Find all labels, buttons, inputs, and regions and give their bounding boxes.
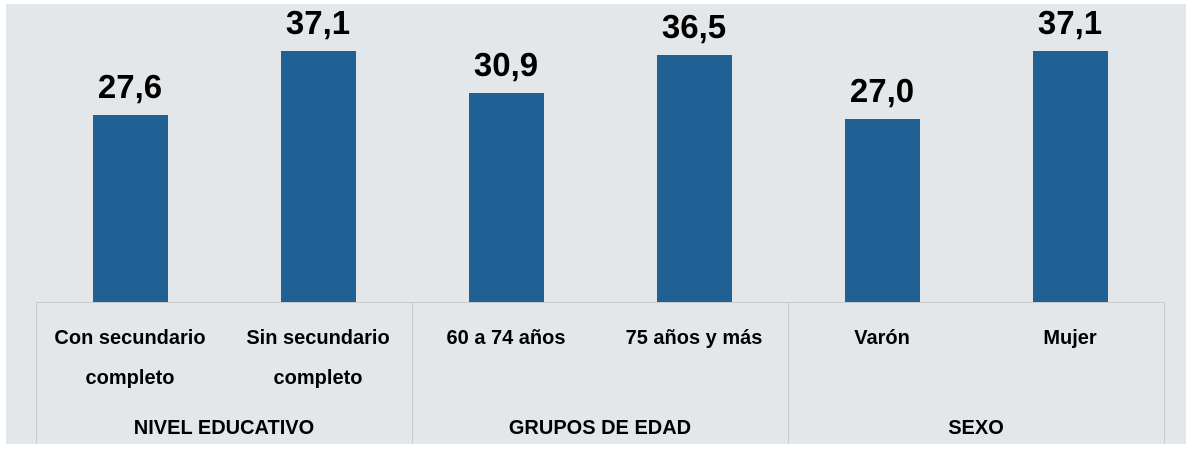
group-divider — [1164, 302, 1165, 444]
value-label: 37,1 — [285, 3, 351, 41]
group-label: NIVEL EDUCATIVO — [133, 417, 315, 439]
x-tick-label: 75 años y más — [625, 327, 763, 349]
bar — [656, 54, 732, 302]
x-tick-label: Sin secundario completo — [246, 327, 390, 389]
value-label: 30,9 — [473, 45, 539, 83]
chart: NIVEL EDUCATIVO GRUPOS DE EDAD SEXO 27,6 Con… — [6, 4, 1186, 444]
group-label: SEXO — [948, 417, 1004, 439]
value-label: 27,6 — [97, 68, 163, 105]
bar — [1032, 50, 1108, 302]
value-label: 36,5 — [661, 7, 727, 45]
x-tick-label: Mujer — [1043, 327, 1097, 349]
value-label: 37,1 — [1037, 3, 1103, 41]
group-divider — [36, 302, 37, 444]
bar — [92, 115, 168, 302]
bar — [280, 50, 356, 302]
value-label: 27,0 — [849, 72, 915, 110]
group-label: GRUPOS DE EDAD — [508, 417, 692, 439]
x-tick-label: 60 a 74 años — [446, 327, 566, 349]
group-divider — [412, 302, 413, 444]
axis-line — [36, 302, 1164, 303]
group-divider — [788, 302, 789, 444]
x-tick-label: Varón — [854, 327, 910, 349]
bar — [468, 92, 544, 302]
x-tick-label: Con secundario completo — [54, 327, 206, 389]
bar — [844, 119, 920, 302]
